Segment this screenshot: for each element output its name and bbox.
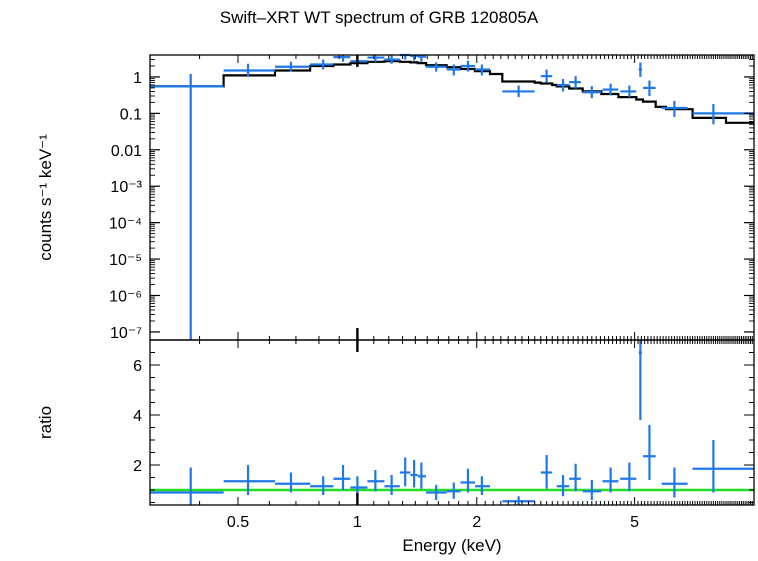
spectrum-y-tick-label-3: 10⁻³ (110, 179, 142, 196)
x-tick-label-1: 1 (353, 514, 362, 531)
x-tick-label-2: 2 (472, 514, 481, 531)
ratio-y-tick-label-2: 6 (133, 358, 142, 375)
spectrum-y-tick-label-7: 10⁻⁷ (110, 325, 142, 342)
spectrum-y-tick-label-0: 1 (133, 70, 142, 87)
ratio-y-tick-label-1: 4 (133, 408, 142, 425)
spectrum-y-tick-label-6: 10⁻⁶ (109, 288, 142, 305)
spectrum-y-tick-label-4: 10⁻⁴ (109, 216, 142, 233)
ratio-panel-frame (149, 339, 755, 506)
spectrum-y-tick-label-1: 0.1 (120, 106, 142, 123)
spectrum-y-axis-label: counts s⁻¹ keV⁻¹ (36, 134, 55, 261)
ratio-y-axis-label: ratio (36, 406, 55, 439)
model-step-line (150, 60, 754, 124)
spectrum-y-tick-label-5: 10⁻⁵ (109, 252, 142, 269)
spectrum-y-tick-label-2: 0.01 (111, 143, 142, 160)
x-tick-label-0: 0.5 (227, 514, 249, 531)
chart-title: Swift–XRT WT spectrum of GRB 120805A (219, 8, 539, 27)
ratio-y-tick-label-0: 2 (133, 458, 142, 475)
spectrum-panel-frame (149, 54, 755, 341)
x-axis-label: Energy (keV) (402, 536, 501, 555)
x-tick-label-3: 5 (630, 514, 639, 531)
